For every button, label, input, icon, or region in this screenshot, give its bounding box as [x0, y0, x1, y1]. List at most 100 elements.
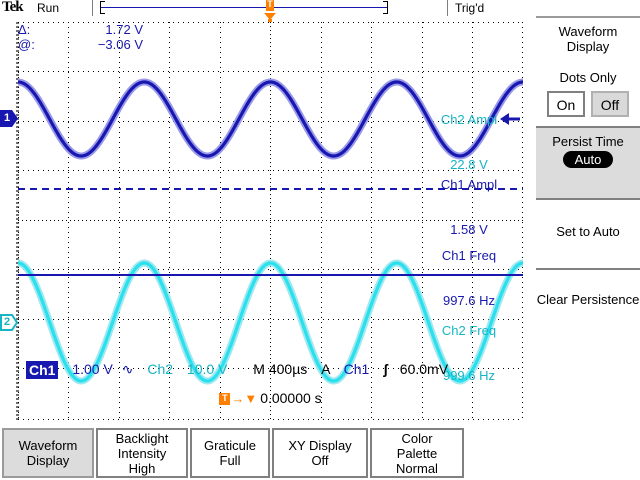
trigger-position-icon: T [219, 393, 231, 405]
measurement-value: 22.8 V [450, 157, 488, 172]
record-bar-left-edge [100, 1, 101, 14]
bottom-menu-item-line: Normal [396, 460, 438, 476]
topbar-divider-right [447, 0, 448, 16]
cursor-readout: Δ: 1.72 V @: −3.06 V [18, 22, 143, 52]
grid-vline [371, 22, 372, 420]
trigger-slope-icon: ʃ [383, 361, 388, 377]
measurement-label: Ch2 Ampl [440, 112, 498, 127]
measurement-ch1-ampl: Ch1 Ampl 1.58 V [410, 147, 528, 267]
trigger-source-label[interactable]: Ch1 [343, 361, 370, 377]
grid-vline [68, 22, 69, 420]
grid-vline-center [270, 22, 271, 420]
grid-vline [220, 22, 221, 420]
bottom-menu-item-line: Intensity [117, 445, 167, 461]
trigger-level-arrow-icon[interactable] [500, 111, 522, 127]
ch2-vertical-scale[interactable]: 10.0 V [186, 361, 228, 377]
ch2-label[interactable]: Ch2 [147, 361, 174, 377]
trigger-marker-letter: T [267, 0, 273, 9]
graticule-border-bottom [18, 419, 523, 420]
grid-vline [321, 22, 322, 420]
trigger-position-icon-letter: T [222, 393, 228, 403]
record-position-bar[interactable] [100, 1, 388, 14]
ch1-marker-label: 1 [3, 112, 11, 124]
side-menu[interactable]: Waveform Display Dots Only On Off Persis… [536, 16, 640, 420]
trigger-arrow-stem [268, 19, 272, 24]
bottom-menu-item-graticule[interactable]: Graticule Full [190, 428, 270, 478]
left-scale-rail [16, 22, 19, 420]
set-to-auto-label: Set to Auto [556, 224, 620, 239]
ch1-ground-marker[interactable]: 1 [0, 110, 19, 127]
measurement-value: 1.58 V [450, 222, 488, 237]
bottom-menu-item-line: Palette [396, 445, 438, 461]
measurement-label: Ch2 Freq [441, 323, 497, 338]
top-status-bar: Tek Run T Trig'd [0, 0, 640, 16]
trigger-position-arrow-icon [264, 13, 276, 25]
trigger-level-value[interactable]: 60.0mV [399, 361, 449, 377]
timebase-setting[interactable]: M 400µs [253, 361, 308, 377]
measurement-value: 997.6 Hz [442, 293, 496, 308]
grid-hline [18, 319, 523, 320]
bottom-menu-item-line: High [128, 460, 156, 476]
side-menu-item-dots-only[interactable]: Dots Only On Off [536, 64, 640, 126]
side-menu-title-line1: Waveform [558, 24, 618, 39]
measurement-ch2-freq: Ch2 Freq 999.6 Hz [410, 293, 528, 413]
cursor-line-dashed[interactable] [18, 188, 523, 190]
bottom-menu-item-line: Backlight [115, 430, 169, 446]
measurement-label: Ch1 Ampl [440, 177, 498, 192]
bottom-menu-item-backlight[interactable]: Backlight Intensity High [96, 428, 188, 478]
side-menu-item-clear-persistence[interactable]: Clear Persistence [536, 268, 640, 342]
trigger-arrow-triangle [264, 13, 276, 20]
cursor-at-value: −3.06 V [97, 37, 143, 52]
grid-vline [422, 22, 423, 420]
trigger-position-value: 0.00000 s [260, 390, 322, 406]
side-menu-item-set-to-auto[interactable]: Set to Auto [536, 198, 640, 268]
trigger-marker-box [266, 0, 274, 11]
cursor-delta-label: Δ: [18, 22, 31, 37]
trigger-type-label: A [321, 361, 330, 377]
dots-only-label: Dots Only [559, 70, 617, 85]
measurement-ch2-ampl: Ch2 Ampl 22.8 V [410, 82, 528, 202]
grid-vline [119, 22, 120, 420]
cursor-line-solid[interactable] [18, 274, 523, 276]
ch1-vertical-scale[interactable]: 1.00 V [72, 361, 113, 377]
bottom-menu-item-line: Off [311, 453, 329, 468]
grid-hline [18, 368, 523, 369]
persist-time-line2: Time [595, 134, 624, 149]
waveform-graticule[interactable]: Δ: 1.72 V @: −3.06 V Ch2 Ampl 22.8 V Ch1… [16, 22, 523, 420]
ch2-trace [18, 261, 523, 383]
trigger-arrow-glyph [500, 113, 520, 125]
trigger-position-marker-icon[interactable]: T [264, 0, 276, 16]
side-menu-title: Waveform Display [536, 16, 640, 64]
grid-hline-center [18, 220, 523, 221]
grid-vline [472, 22, 473, 420]
bottom-menu[interactable]: Waveform Display Backlight Intensity High Gra… [0, 428, 640, 480]
bottom-menu-item-line: Graticule [203, 438, 257, 453]
record-bar-line [101, 7, 387, 8]
measurement-ch1-freq: Ch1 Freq 997.6 Hz [410, 218, 528, 338]
ch1-selected-badge[interactable]: Ch1 [26, 361, 59, 380]
clear-persistence-line1: Clear [536, 292, 568, 307]
channel-status-line: Ch1 1.00 V ∿ Ch2 10.0 V M 400µs A Ch1 ʃ … [18, 358, 523, 380]
acquisition-state-label: Run [37, 1, 60, 15]
record-bar-right-edge [387, 1, 388, 14]
cursor-delta-value: 1.72 V [105, 22, 143, 37]
grid-hline [18, 121, 523, 122]
grid-vline [169, 22, 170, 420]
ch2-marker-icon [0, 314, 19, 331]
bottom-menu-item-xy-display[interactable]: XY Display Off [272, 428, 368, 478]
persist-time-line1: Persist [552, 134, 592, 149]
bottom-menu-item-color[interactable]: Color Palette Normal [370, 428, 464, 478]
dots-only-on-button[interactable]: On [547, 91, 585, 117]
trigger-position-arrow-glyph: →▼ [231, 391, 258, 406]
measurement-label: Ch1 Freq [441, 248, 497, 263]
topbar-divider-left [92, 0, 93, 16]
bottom-menu-item-waveform[interactable]: Waveform Display [2, 428, 94, 478]
ch2-ground-marker[interactable]: 2 [0, 314, 19, 331]
dots-only-off-button[interactable]: Off [591, 91, 629, 117]
clear-persistence-line2: Persistence [571, 292, 640, 307]
grid-hline [18, 269, 523, 270]
side-menu-item-persist-time[interactable]: Persist Time Auto [536, 126, 640, 198]
graticule-border-right [522, 22, 523, 420]
tek-logo: Tek [2, 0, 24, 15]
bottom-menu-item-line: Full [219, 453, 241, 468]
